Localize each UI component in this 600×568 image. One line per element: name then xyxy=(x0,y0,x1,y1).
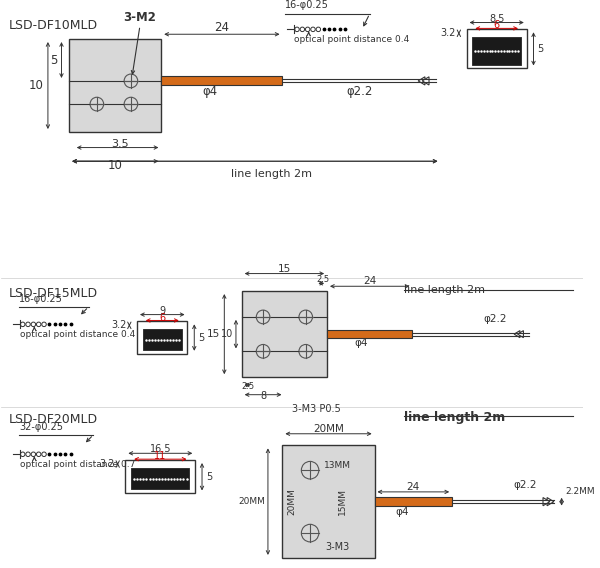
Text: 24: 24 xyxy=(407,482,420,492)
Text: 9: 9 xyxy=(159,306,166,316)
Bar xyxy=(283,445,374,558)
Bar xyxy=(327,330,412,338)
Text: φ4: φ4 xyxy=(354,338,368,348)
Text: 15: 15 xyxy=(278,264,291,274)
Bar xyxy=(125,460,195,494)
Text: 20MM: 20MM xyxy=(238,497,265,506)
Bar xyxy=(143,329,182,350)
Text: 10: 10 xyxy=(221,329,233,339)
Polygon shape xyxy=(418,77,425,85)
Text: φ4: φ4 xyxy=(202,85,217,98)
Text: 2.5: 2.5 xyxy=(317,275,330,284)
Text: optical point distance 0.7: optical point distance 0.7 xyxy=(20,460,135,469)
Text: LSD-DF15MLD: LSD-DF15MLD xyxy=(9,287,98,300)
Text: 2.2MM: 2.2MM xyxy=(565,487,595,496)
Text: 20MM: 20MM xyxy=(313,424,344,434)
Bar xyxy=(467,30,527,68)
Text: 16-φ0.25: 16-φ0.25 xyxy=(19,294,63,304)
Text: 8.5: 8.5 xyxy=(489,14,505,24)
Text: 5: 5 xyxy=(206,472,212,482)
Text: φ2.2: φ2.2 xyxy=(483,315,506,324)
Text: 3.2: 3.2 xyxy=(100,459,115,469)
Text: 3-M3: 3-M3 xyxy=(326,541,350,552)
Text: 10: 10 xyxy=(108,158,123,172)
Text: 10: 10 xyxy=(29,79,44,92)
Bar xyxy=(131,468,190,490)
Text: 6: 6 xyxy=(494,20,500,31)
Text: 6: 6 xyxy=(159,312,166,323)
Text: 3.2: 3.2 xyxy=(111,320,127,331)
Text: line length 2m: line length 2m xyxy=(404,285,485,295)
Bar xyxy=(374,497,452,506)
Text: 5: 5 xyxy=(538,44,544,54)
Polygon shape xyxy=(543,498,550,506)
Text: 24: 24 xyxy=(214,21,229,34)
Bar xyxy=(137,321,187,354)
Text: 3.5: 3.5 xyxy=(111,139,128,149)
Text: line length 2m: line length 2m xyxy=(404,411,505,424)
Text: LSD-DF10MLD: LSD-DF10MLD xyxy=(9,19,98,32)
Text: 3-M2: 3-M2 xyxy=(124,11,157,24)
Polygon shape xyxy=(547,498,554,506)
Text: optical point distance 0.4: optical point distance 0.4 xyxy=(20,330,135,339)
Text: 15: 15 xyxy=(207,329,220,339)
Text: 16-φ0.25: 16-φ0.25 xyxy=(286,0,329,10)
Text: 5: 5 xyxy=(198,332,205,343)
Text: line length 2m: line length 2m xyxy=(232,169,313,179)
Text: φ2.2: φ2.2 xyxy=(513,480,536,490)
Text: 8: 8 xyxy=(260,391,266,401)
Text: 3-M3 P0.5: 3-M3 P0.5 xyxy=(292,404,341,415)
Bar xyxy=(242,291,327,377)
Text: 13MM: 13MM xyxy=(324,461,351,470)
Text: 11: 11 xyxy=(154,451,166,461)
Polygon shape xyxy=(514,331,520,337)
Text: 15MM: 15MM xyxy=(338,488,347,515)
Polygon shape xyxy=(518,331,523,337)
Text: φ2.2: φ2.2 xyxy=(347,85,373,98)
Text: 3.2: 3.2 xyxy=(440,28,456,38)
Text: 24: 24 xyxy=(363,277,376,286)
Text: 5: 5 xyxy=(50,53,58,66)
Bar xyxy=(472,37,521,65)
Bar xyxy=(161,77,283,85)
Bar xyxy=(69,39,161,132)
Text: 20MM: 20MM xyxy=(287,488,296,515)
Text: 16.5: 16.5 xyxy=(149,444,171,454)
Text: φ4: φ4 xyxy=(395,507,409,517)
Text: 2.5: 2.5 xyxy=(241,382,254,391)
Polygon shape xyxy=(422,77,429,85)
Text: optical point distance 0.4: optical point distance 0.4 xyxy=(294,35,409,44)
Text: 32-φ0.25: 32-φ0.25 xyxy=(19,422,63,432)
Text: LSD-DF20MLD: LSD-DF20MLD xyxy=(9,414,98,426)
